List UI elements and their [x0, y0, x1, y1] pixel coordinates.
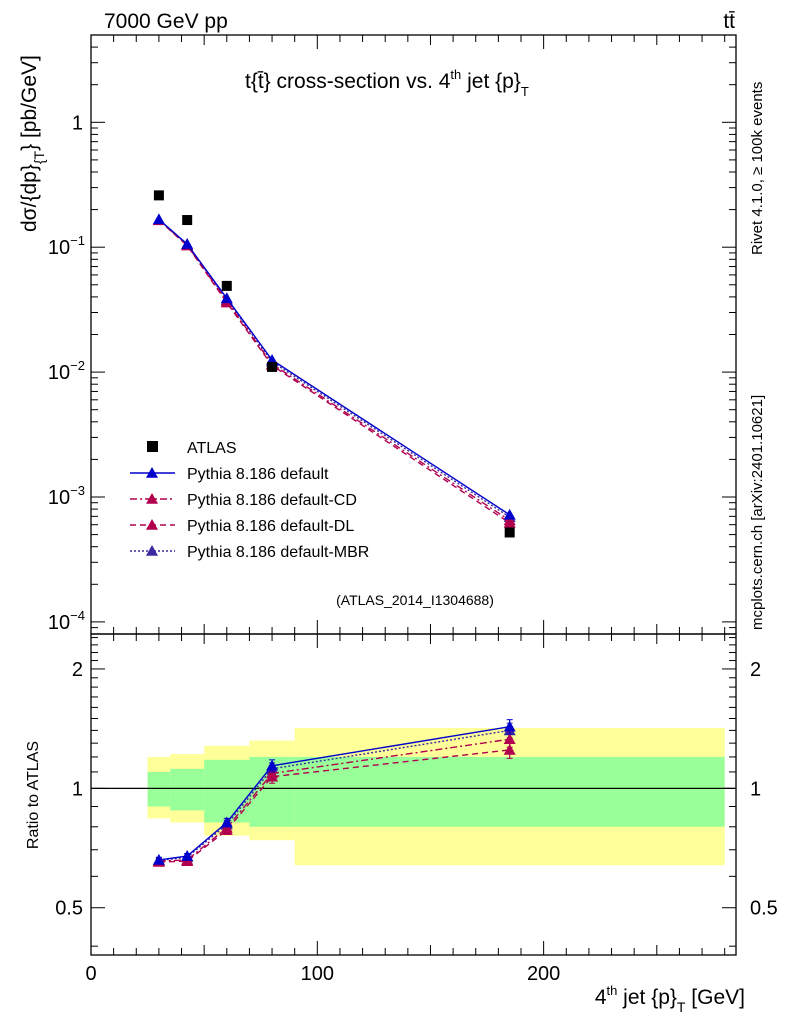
- xlabel-tail: jet {p}: [617, 986, 677, 1009]
- main-ytick-label: 10−3: [48, 483, 85, 509]
- ratio-plot-frame: [90, 633, 737, 956]
- ratio-series: [152, 719, 516, 867]
- legend-entry-cd: Pythia 8.186 default-CD: [130, 492, 357, 509]
- legend-marker-mbr: [146, 545, 158, 556]
- atlas-data-point: [153, 190, 164, 201]
- marker-cd: [503, 514, 516, 526]
- legend-label-default: Pythia 8.186 default: [187, 466, 329, 483]
- ylabel-sub: {T: [31, 150, 47, 164]
- atlas-data-point: [504, 527, 515, 538]
- ratio-y-axis-label: Ratio to ATLAS: [25, 741, 42, 849]
- header-left-label: 7000 GeV pp: [104, 10, 228, 33]
- xlabel-main: 4: [595, 986, 607, 1009]
- ratio-marker-cd: [266, 767, 279, 779]
- legend-entry-dl: Pythia 8.186 default-DL: [130, 518, 354, 535]
- xlabel-sub: T: [677, 999, 686, 1015]
- atlas-data-point: [221, 280, 232, 291]
- xtick-label: 200: [527, 963, 560, 985]
- ratio-ytick-label-right: 2: [750, 659, 761, 681]
- legend-entry-default: Pythia 8.186 default: [130, 466, 329, 483]
- legend-marker-cd: [146, 493, 158, 504]
- inner-band-2: [204, 759, 250, 823]
- xtick-label: 100: [301, 963, 334, 985]
- legend-label-atlas: ATLAS: [187, 440, 237, 457]
- title-main: t{t̄} cross-section vs. 4: [245, 70, 451, 93]
- ratio-marker-cd: [503, 733, 516, 745]
- marker-default: [220, 292, 233, 304]
- inner-band-4: [294, 756, 725, 827]
- ylabel-tail: } [pb/GeV]: [18, 55, 41, 151]
- inner-band-0: [147, 771, 171, 807]
- ratio-marker-default: [181, 850, 194, 861]
- legend: ATLAS Pythia 8.186 default Pythia 8.186 de…: [130, 440, 369, 561]
- main-series: [152, 190, 516, 538]
- main-plot-title: t{t̄} cross-section vs. 4th jet {p}T: [245, 67, 529, 99]
- ratio-ytick-label-left: 2: [72, 659, 83, 681]
- main-ytick-label: 10−1: [48, 233, 85, 259]
- marker-default: [503, 508, 516, 520]
- xlabel-end: [GeV]: [685, 986, 745, 1009]
- ratio-ytick-label-right: 1: [750, 778, 761, 800]
- mcplots-site-label: mcplots.cern.ch [arXiv:2401.10621]: [749, 395, 766, 630]
- marker-default: [152, 213, 165, 225]
- legend-marker-dl: [146, 519, 158, 530]
- legend-label-mbr: Pythia 8.186 default-MBR: [187, 544, 369, 561]
- analysis-watermark: (ATLAS_2014_I1304688): [336, 592, 494, 608]
- ratio-marker-dl: [503, 743, 516, 755]
- ratio-ytick-label-right: 0.5: [750, 898, 778, 920]
- ratio-uncertainty-bands: [147, 727, 725, 866]
- x-axis-label: 4th jet {p}T [GeV]: [595, 983, 745, 1015]
- atlas-data-point: [182, 215, 193, 226]
- header-right-label: tt̄: [723, 10, 735, 33]
- legend-label-dl: Pythia 8.186 default-DL: [187, 518, 354, 535]
- title-tail: jet {p}: [461, 70, 521, 93]
- legend-marker-default: [146, 467, 158, 478]
- inner-band-1: [170, 768, 205, 811]
- rivet-version-label: Rivet 4.1.0, ≥ 100k events: [749, 82, 766, 255]
- main-y-axis-label: dσ/{dp}{T} [pb/GeV]: [18, 55, 47, 232]
- legend-entry-mbr: Pythia 8.186 default-MBR: [130, 544, 369, 561]
- atlas-data-point: [267, 361, 278, 372]
- ratio-ytick-label-left: 1: [72, 778, 83, 800]
- axis-ticks: 1 10−1 10−2 10−3 10−4 0.5 0.5 1 1 2 2 0 100 200: [48, 34, 778, 985]
- legend-entry-atlas: ATLAS: [147, 440, 237, 457]
- ylabel-main: dσ/{dp}: [18, 164, 41, 232]
- xtick-label: 0: [85, 963, 96, 985]
- title-sub: T: [521, 84, 529, 99]
- marker-default: [181, 238, 194, 249]
- xlabel-sup: th: [607, 983, 618, 998]
- legend-label-cd: Pythia 8.186 default-CD: [187, 492, 357, 509]
- legend-marker-atlas: [147, 441, 158, 452]
- ratio-marker-default: [220, 816, 233, 828]
- ratio-marker-default: [152, 853, 165, 865]
- main-ytick-label: 10−2: [48, 358, 85, 384]
- title-sup: th: [450, 67, 461, 82]
- main-ytick-label: 1: [72, 112, 83, 134]
- ratio-ytick-label-left: 0.5: [55, 898, 83, 920]
- main-ytick-label: 10−4: [48, 608, 85, 634]
- ratio-marker-default: [503, 720, 516, 732]
- ratio-marker-default: [266, 759, 279, 771]
